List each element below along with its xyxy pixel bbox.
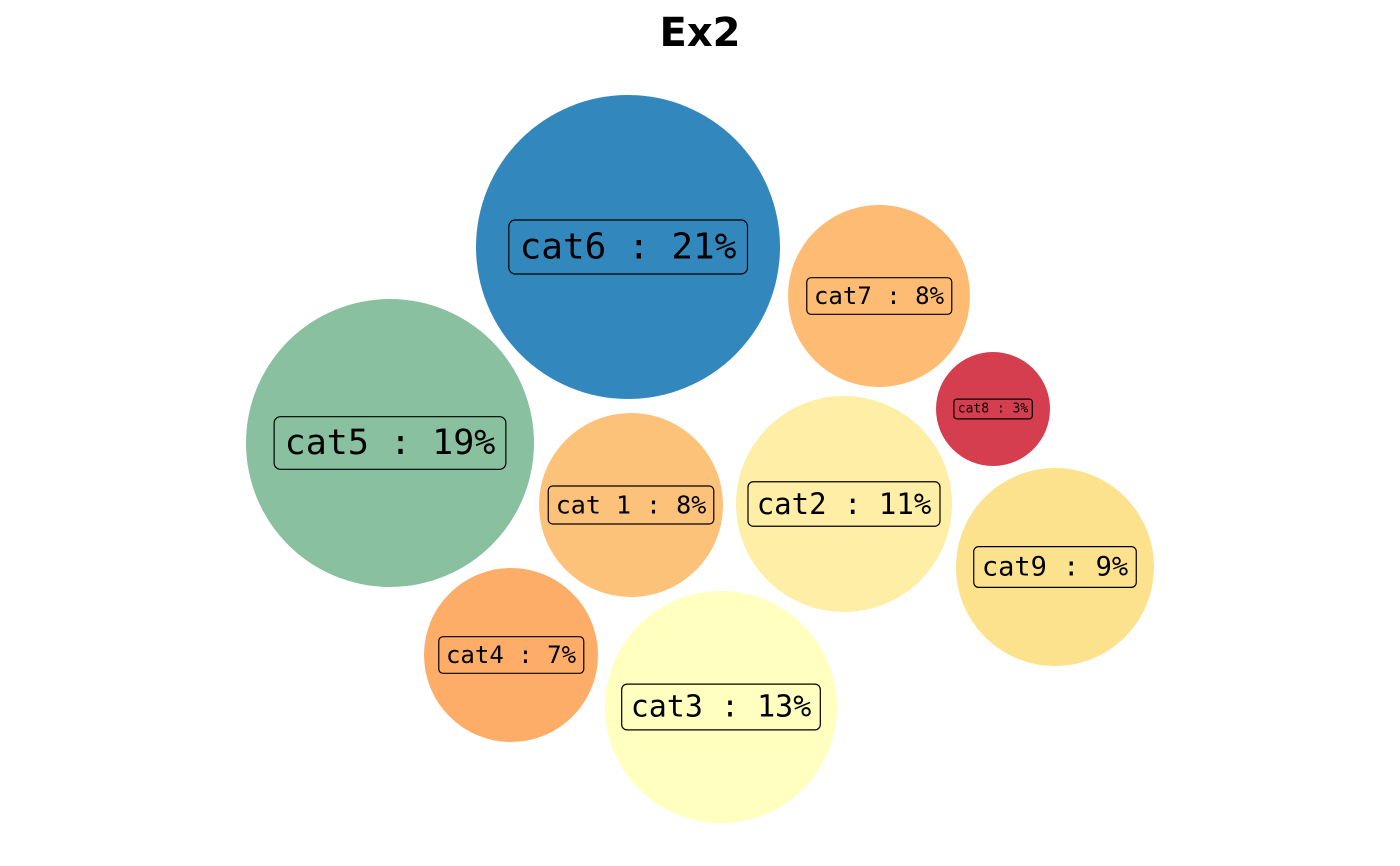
- bubble-label-box-cat7: [806, 277, 953, 315]
- bubble-cat9: cat9 : 9%: [956, 468, 1154, 666]
- bubble-label-box-cat9: [973, 546, 1137, 588]
- bubble-circle-cat9: [956, 468, 1154, 666]
- bubble-cat7: cat7 : 8%: [788, 205, 970, 387]
- bubble-label-cat2: cat2 : 11%: [757, 487, 932, 521]
- bubble-circle-cat1: [539, 413, 723, 597]
- bubble-circle-cat7: [788, 205, 970, 387]
- bubble-circle-cat8: [936, 352, 1050, 466]
- bubble-label-box-cat2: [747, 481, 941, 527]
- bubble-cat6: cat6 : 21%: [476, 95, 780, 399]
- bubble-label-cat7: cat7 : 8%: [814, 282, 945, 310]
- bubble-label-cat6: cat6 : 21%: [520, 227, 737, 268]
- bubble-label-box-cat3: [621, 683, 821, 731]
- chart-title: Ex2: [660, 10, 741, 56]
- bubble-label-box-cat1: [547, 485, 715, 525]
- bubble-label-box-cat4: [438, 636, 585, 674]
- bubble-label-cat8: cat8 : 3%: [958, 402, 1029, 417]
- bubble-label-box-cat6: [508, 219, 749, 275]
- bubbles-group: cat6 : 21% cat5 : 19% cat3 : 13% cat2 : 11%…: [246, 95, 1154, 823]
- bubble-cat4: cat4 : 7%: [424, 568, 598, 742]
- bubble-label-box-cat8: [953, 398, 1033, 420]
- bubble-label-cat9: cat9 : 9%: [982, 552, 1128, 583]
- bubble-circle-cat4: [424, 568, 598, 742]
- bubble-circle-cat5: [246, 299, 534, 587]
- bubble-label-cat5: cat5 : 19%: [285, 423, 496, 463]
- bubble-label-cat4: cat4 : 7%: [446, 641, 577, 669]
- bubble-cat2: cat2 : 11%: [736, 396, 952, 612]
- bubble-label-cat1: cat 1 : 8%: [556, 491, 707, 520]
- bubble-cat1: cat 1 : 8%: [539, 413, 723, 597]
- bubble-cat5: cat5 : 19%: [246, 299, 534, 587]
- bubble-cat8: cat8 : 3%: [936, 352, 1050, 466]
- bubble-circle-cat3: [605, 591, 837, 823]
- bubble-circle-cat2: [736, 396, 952, 612]
- bubble-label-box-cat5: [273, 416, 507, 470]
- bubble-label-cat3: cat3 : 13%: [631, 690, 812, 725]
- bubble-cat3: cat3 : 13%: [605, 591, 837, 823]
- bubble-circle-cat6: [476, 95, 780, 399]
